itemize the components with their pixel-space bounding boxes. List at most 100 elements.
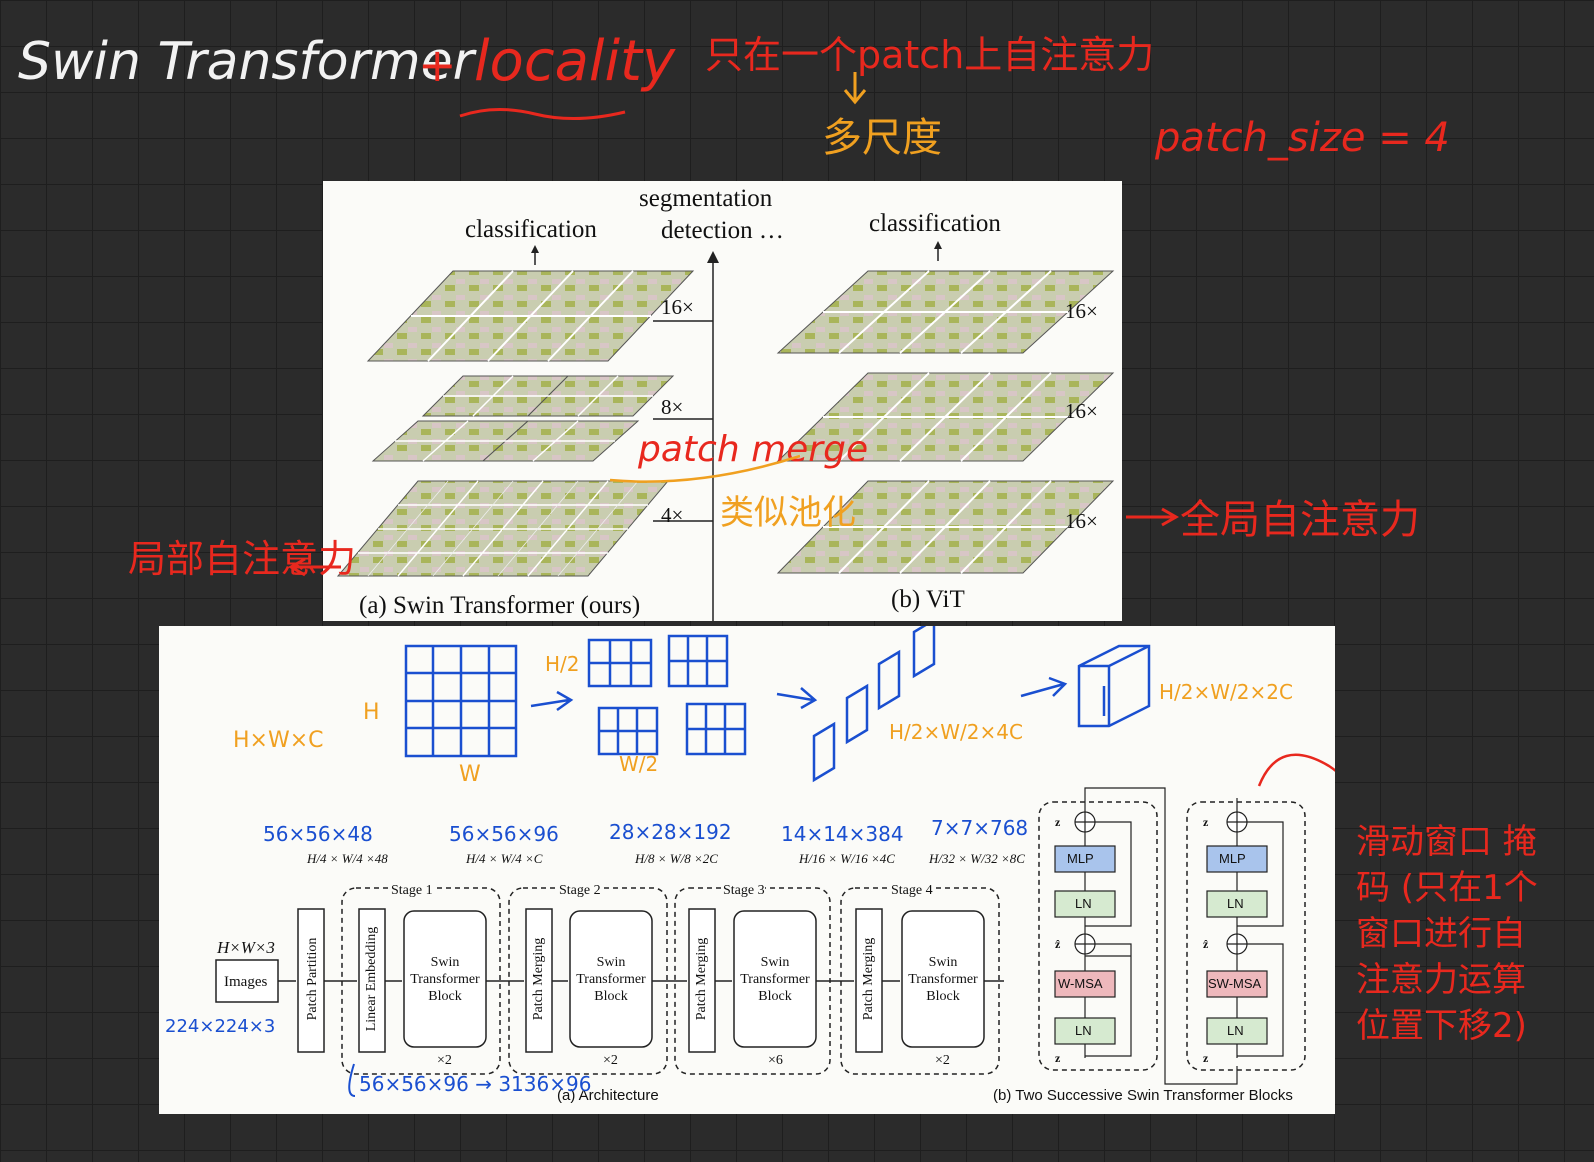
classification-left: classification [465,216,597,243]
seg-label-line1: segmentation [639,185,773,212]
fig1-graphics [336,241,1115,621]
pooling-like-note: 类似池化 [720,493,856,533]
patch-merging-label-3: Patch Merging [694,937,709,1021]
blue-hand-arrow [348,1063,356,1097]
stage-2-rep: ×2 [603,1053,618,1068]
plus-sign: + [418,38,457,92]
dim-label-5: H/32 × W/32 ×8C [929,851,1025,866]
locality-underline [459,107,626,120]
dim-label-1: H/4 × W/4 ×48 [307,851,388,866]
stage-4-title: Stage 4 [891,883,933,898]
dim-note-5: 7×7×768 [931,816,1029,840]
scale-8x: 8× [661,395,684,419]
w-mark: W [459,762,481,787]
local-attention-note: 局部自注意力 [128,537,357,581]
stage-3-title: Stage 3 [723,883,765,898]
vit-layer-1 [776,270,1115,354]
input-dims: H×W×3 [217,938,275,957]
patch-partition-label: Patch Partition [305,937,320,1021]
dim-label-2: H/4 × W/4 ×C [466,851,543,866]
vit-scale-16x-a: 16× [1065,299,1098,323]
top-note: 只在一个patch上自注意力 [705,33,1155,77]
cls-arrow-right [934,241,942,261]
merge-dims-note: 56×56×96 → 3136×96 [359,1072,592,1096]
dim-note-1: 56×56×48 [263,822,373,846]
stage-1-rep: ×2 [437,1053,452,1068]
stage-1-title: Stage 1 [391,883,433,898]
arrow-left-icon [287,557,341,577]
stage-3-rep: ×6 [768,1053,783,1068]
caption-swin: (a) Swin Transformer (ours) [359,592,641,619]
vit-scale-16x-c: 16× [1065,509,1098,533]
linear-embedding-label: Linear Embedding [364,926,379,1032]
arch-boxes [215,908,985,1053]
half-h-note: H/2 [545,652,580,676]
half-w-note: W/2 [619,752,659,776]
z-label-1b: z [1055,1051,1061,1065]
block-swmsa: SW-MSA [1208,976,1262,991]
dims-4c-note: H/2×W/2×4C [889,720,1023,744]
caption-vit: (b) ViT [891,586,965,613]
stage-4-rep: ×2 [935,1053,950,1068]
dim-label-3: H/8 × W/8 ×2C [635,851,718,866]
patch-merging-label-2: Patch Merging [531,937,546,1021]
patch-merging-label-4: Patch Merging [861,937,876,1021]
title-swin-transformer: Swin Transformer [18,32,475,92]
scale-axis [653,251,719,621]
patch-grid-sketch [404,626,1151,783]
patch-size-note: patch_size = 4 [1155,115,1450,161]
block-wmsa: W-MSA [1058,976,1103,991]
figure-swin-vs-vit: segmentation detection … classification … [323,181,1122,621]
hwc-note: H×W×C [233,728,324,753]
dims-2c-note: H/2×W/2×2C [1159,680,1293,704]
caption-two-blocks: (b) Two Successive Swin Transformer Bloc… [993,1087,1293,1104]
dim-note-3: 28×28×192 [609,820,732,844]
classification-right: classification [869,210,1001,237]
block-mlp-1: MLP [1067,851,1094,866]
swin-layer-4x [336,480,670,577]
vit-layer-3 [776,480,1115,574]
cls-arrow-left [531,245,539,265]
vit-scale-16x-b: 16× [1065,399,1098,423]
swin-block-4: Swin Transformer Block [908,955,978,1004]
shift-window-note: 滑动窗口 掩码 (只在1个窗口进行自注意力运算 位置下移2) [1356,822,1538,1046]
global-attention-note: 全局自注意力 [1180,497,1420,543]
dim-label-4: H/16 × W/16 ×4C [799,851,895,866]
arrow-down-icon [843,72,867,105]
fig2-graphics [215,626,1335,1097]
figure-architecture: H×W×3 Images Patch Partition Linear Embe… [159,626,1335,1114]
dim-note-2: 56×56×96 [449,822,559,846]
caption-architecture: (a) Architecture [557,1087,659,1104]
dim-note-4: 14×14×384 [781,822,904,846]
swin-block-2: Swin Transformer Block [576,955,646,1004]
block-ln-1a: LN [1075,896,1092,911]
patch-merge-note: patch merge [638,429,869,470]
swin-block-pair [1054,787,1284,1085]
swin-layer-8x [371,375,675,462]
swin-block-3: Swin Transformer Block [740,955,810,1004]
patch-merge-curve [609,454,801,483]
seg-label-line2: detection … [661,217,784,244]
block-ln-2b: LN [1227,1023,1244,1038]
block-ln-2a: LN [1227,896,1244,911]
vit-layer-2 [776,372,1115,462]
locality-note: locality [474,29,676,94]
multi-scale-note: 多尺度 [822,115,942,161]
scale-16x: 16× [661,295,694,319]
input-dims-note: 224×224×3 [165,1016,276,1037]
images-label: Images [224,974,268,990]
z-label-2: z [1203,815,1209,829]
swin-layer-16x [366,270,695,362]
stage-2-title: Stage 2 [559,883,601,898]
zhat-label-2: ẑ [1203,937,1209,951]
shift-curve-arrow [1257,753,1335,787]
scale-4x: 4× [661,503,684,527]
zhat-label-1: ẑ [1055,937,1061,951]
z-label-2b: z [1203,1051,1209,1065]
swin-block-1: Swin Transformer Block [410,955,480,1004]
arrow-right-icon [1126,507,1180,527]
h-mark: H [363,700,380,725]
block-mlp-2: MLP [1219,851,1246,866]
z-label-1: z [1055,815,1061,829]
block-ln-1b: LN [1075,1023,1092,1038]
